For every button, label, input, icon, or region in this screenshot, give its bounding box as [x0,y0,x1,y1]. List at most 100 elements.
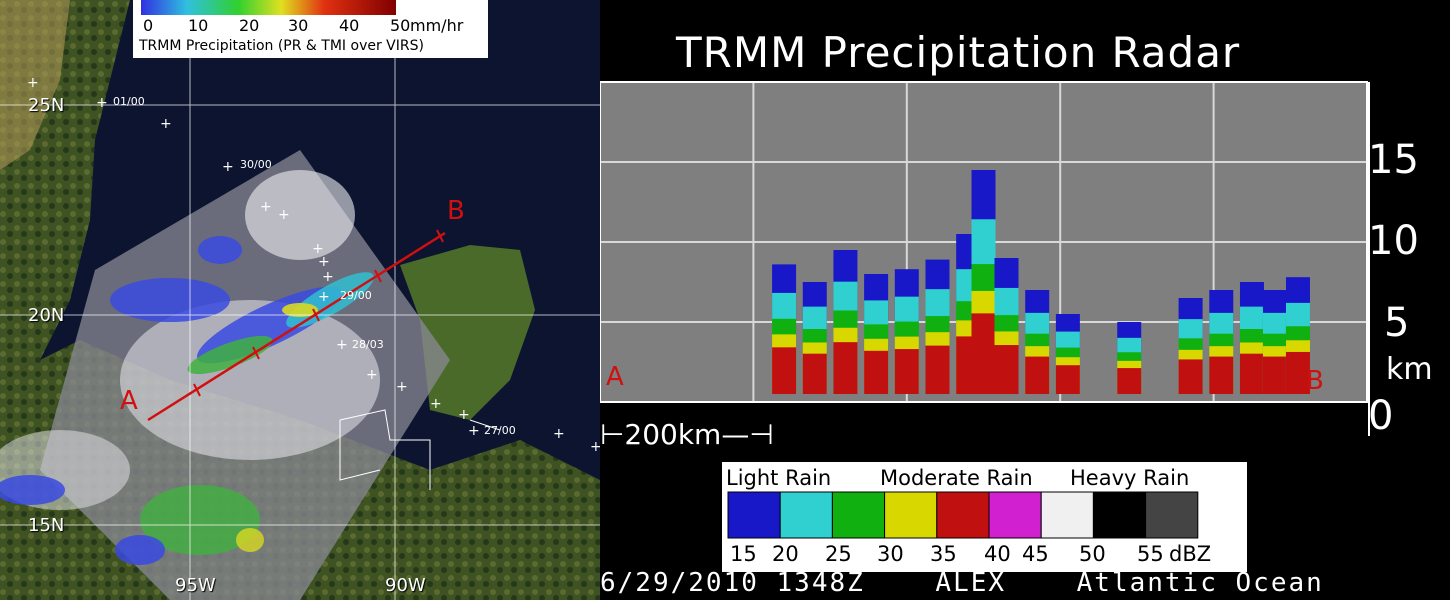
radar-column [864,274,889,394]
radar-reflectivity-band [864,350,889,394]
track-label: 01/00 [113,95,145,108]
track-cross: + [278,207,290,223]
radar-reflectivity-band [1262,356,1287,394]
y-axis-unit: km [1386,352,1433,387]
section-end-label: B [447,196,465,226]
y-tick-5: 5 [1384,300,1410,346]
cloud-mass [120,300,380,460]
track-cross: + [336,337,348,353]
radar-reflectivity-band [1239,353,1264,394]
radar-column [1285,277,1310,394]
radar-title: TRMM Precipitation Radar [676,28,1241,77]
track-cross: + [318,289,330,305]
scale-bar-left-tick: ⊢ [600,418,625,451]
radar-end-label: B [1306,366,1324,396]
radar-reflectivity-band [1209,356,1234,394]
radar-reflectivity-band [971,313,996,394]
radar-reflectivity-band [1117,368,1142,394]
radar-reflectivity-band [994,345,1019,394]
dbz-tick: 50 [1079,542,1106,566]
track-cross: + [396,379,408,395]
precip-tick: 50 [390,16,411,35]
dbz-tick: 20 [772,542,799,566]
track-cross: + [458,407,470,423]
radar-column [994,258,1019,394]
radar-column [1055,314,1080,394]
track-cross: + [312,241,324,257]
precip-tick: 20 [239,16,260,35]
lat-label-25n: 25N [28,95,65,116]
radar-column [802,282,827,394]
radar-columns [772,170,1310,394]
radar-start-label: A [606,362,624,392]
map-gridlines [0,0,600,600]
dbz-tick: 25 [825,542,852,566]
precip-tick: 40 [339,16,360,35]
dbz-tick: 40 [984,542,1011,566]
precip-colorbar [141,0,396,15]
legend-moderate-rain: Moderate Rain [880,466,1033,490]
track-cross: + [27,75,39,91]
radar-column [894,269,919,394]
precip-caption: TRMM Precipitation (PR & TMI over VIRS) [139,38,424,54]
lon-label-90w: 90W [385,575,426,596]
radar-column [1262,290,1287,394]
dbz-tick: 45 [1022,542,1049,566]
dbz-swatch [884,491,938,539]
radar-reflectivity-band [925,345,950,394]
dbz-legend: Light Rain Moderate Rain Heavy Rain 15 2… [722,462,1247,572]
track-label: 30/00 [240,158,272,171]
precip-unit: mm/hr [410,16,464,35]
precip-tick: 10 [188,16,209,35]
y-tick-15: 15 [1368,137,1419,183]
dbz-tick: 15 [730,542,757,566]
track-cross: + [222,159,234,175]
radar-column [1025,290,1050,394]
scale-bar: ⊢200km—⊣ [600,418,774,451]
track-cross: + [322,269,334,285]
track-cross: + [366,367,378,383]
radar-reflectivity-band [772,347,797,394]
dbz-unit: dBZ [1169,542,1212,566]
dbz-tick: 55 [1137,542,1164,566]
track-label: 28/03 [352,338,384,351]
dbz-swatch [1145,491,1199,539]
radar-frame [600,81,1368,403]
track-cross: + [468,423,480,439]
lon-label-95w: 95W [175,575,216,596]
radar-column [1117,322,1142,394]
footer-caption: 6/29/2010 1348Z ALEX Atlantic Ocean [600,568,1324,598]
storm-eye-cloud [245,170,355,260]
dbz-tick: 30 [877,542,904,566]
track-cross: + [553,426,565,442]
country-borders [339,409,501,490]
legend-heavy-rain: Heavy Rain [1070,466,1190,490]
satellite-map [0,0,600,600]
y-tick-10: 10 [1368,218,1419,264]
dbz-swatch [727,491,781,539]
radar-panel: TRMM Precipitation Radar 15 10 5 0 km A … [600,0,1450,600]
radar-column [971,170,996,394]
precip-legend: 0 10 20 30 40 50 mm/hr TRMM Precipitatio… [133,0,488,58]
dbz-tick: 35 [930,542,957,566]
radar-reflectivity-band [1178,359,1203,394]
desert-land [0,0,70,170]
dbz-colorbar [727,491,1199,539]
radar-column [925,259,950,394]
dbz-swatch [1040,491,1094,539]
radar-reflectivity-band [1285,351,1310,394]
lat-label-15n: 15N [28,515,65,536]
dbz-swatch [936,491,990,539]
track-label: 29/00 [340,289,372,302]
lat-label-20n: 20N [28,305,65,326]
precip-tick: 30 [288,16,309,35]
scale-bar-right-tick: —⊣ [721,418,774,451]
radar-reflectivity-band [802,353,827,394]
radar-reflectivity-band [1025,356,1050,394]
track-cross: + [318,254,330,270]
radar-column [1239,282,1264,394]
radar-column [772,264,797,394]
section-ticks [193,229,444,397]
legend-light-rain: Light Rain [726,466,832,490]
radar-reflectivity-band [894,349,919,394]
